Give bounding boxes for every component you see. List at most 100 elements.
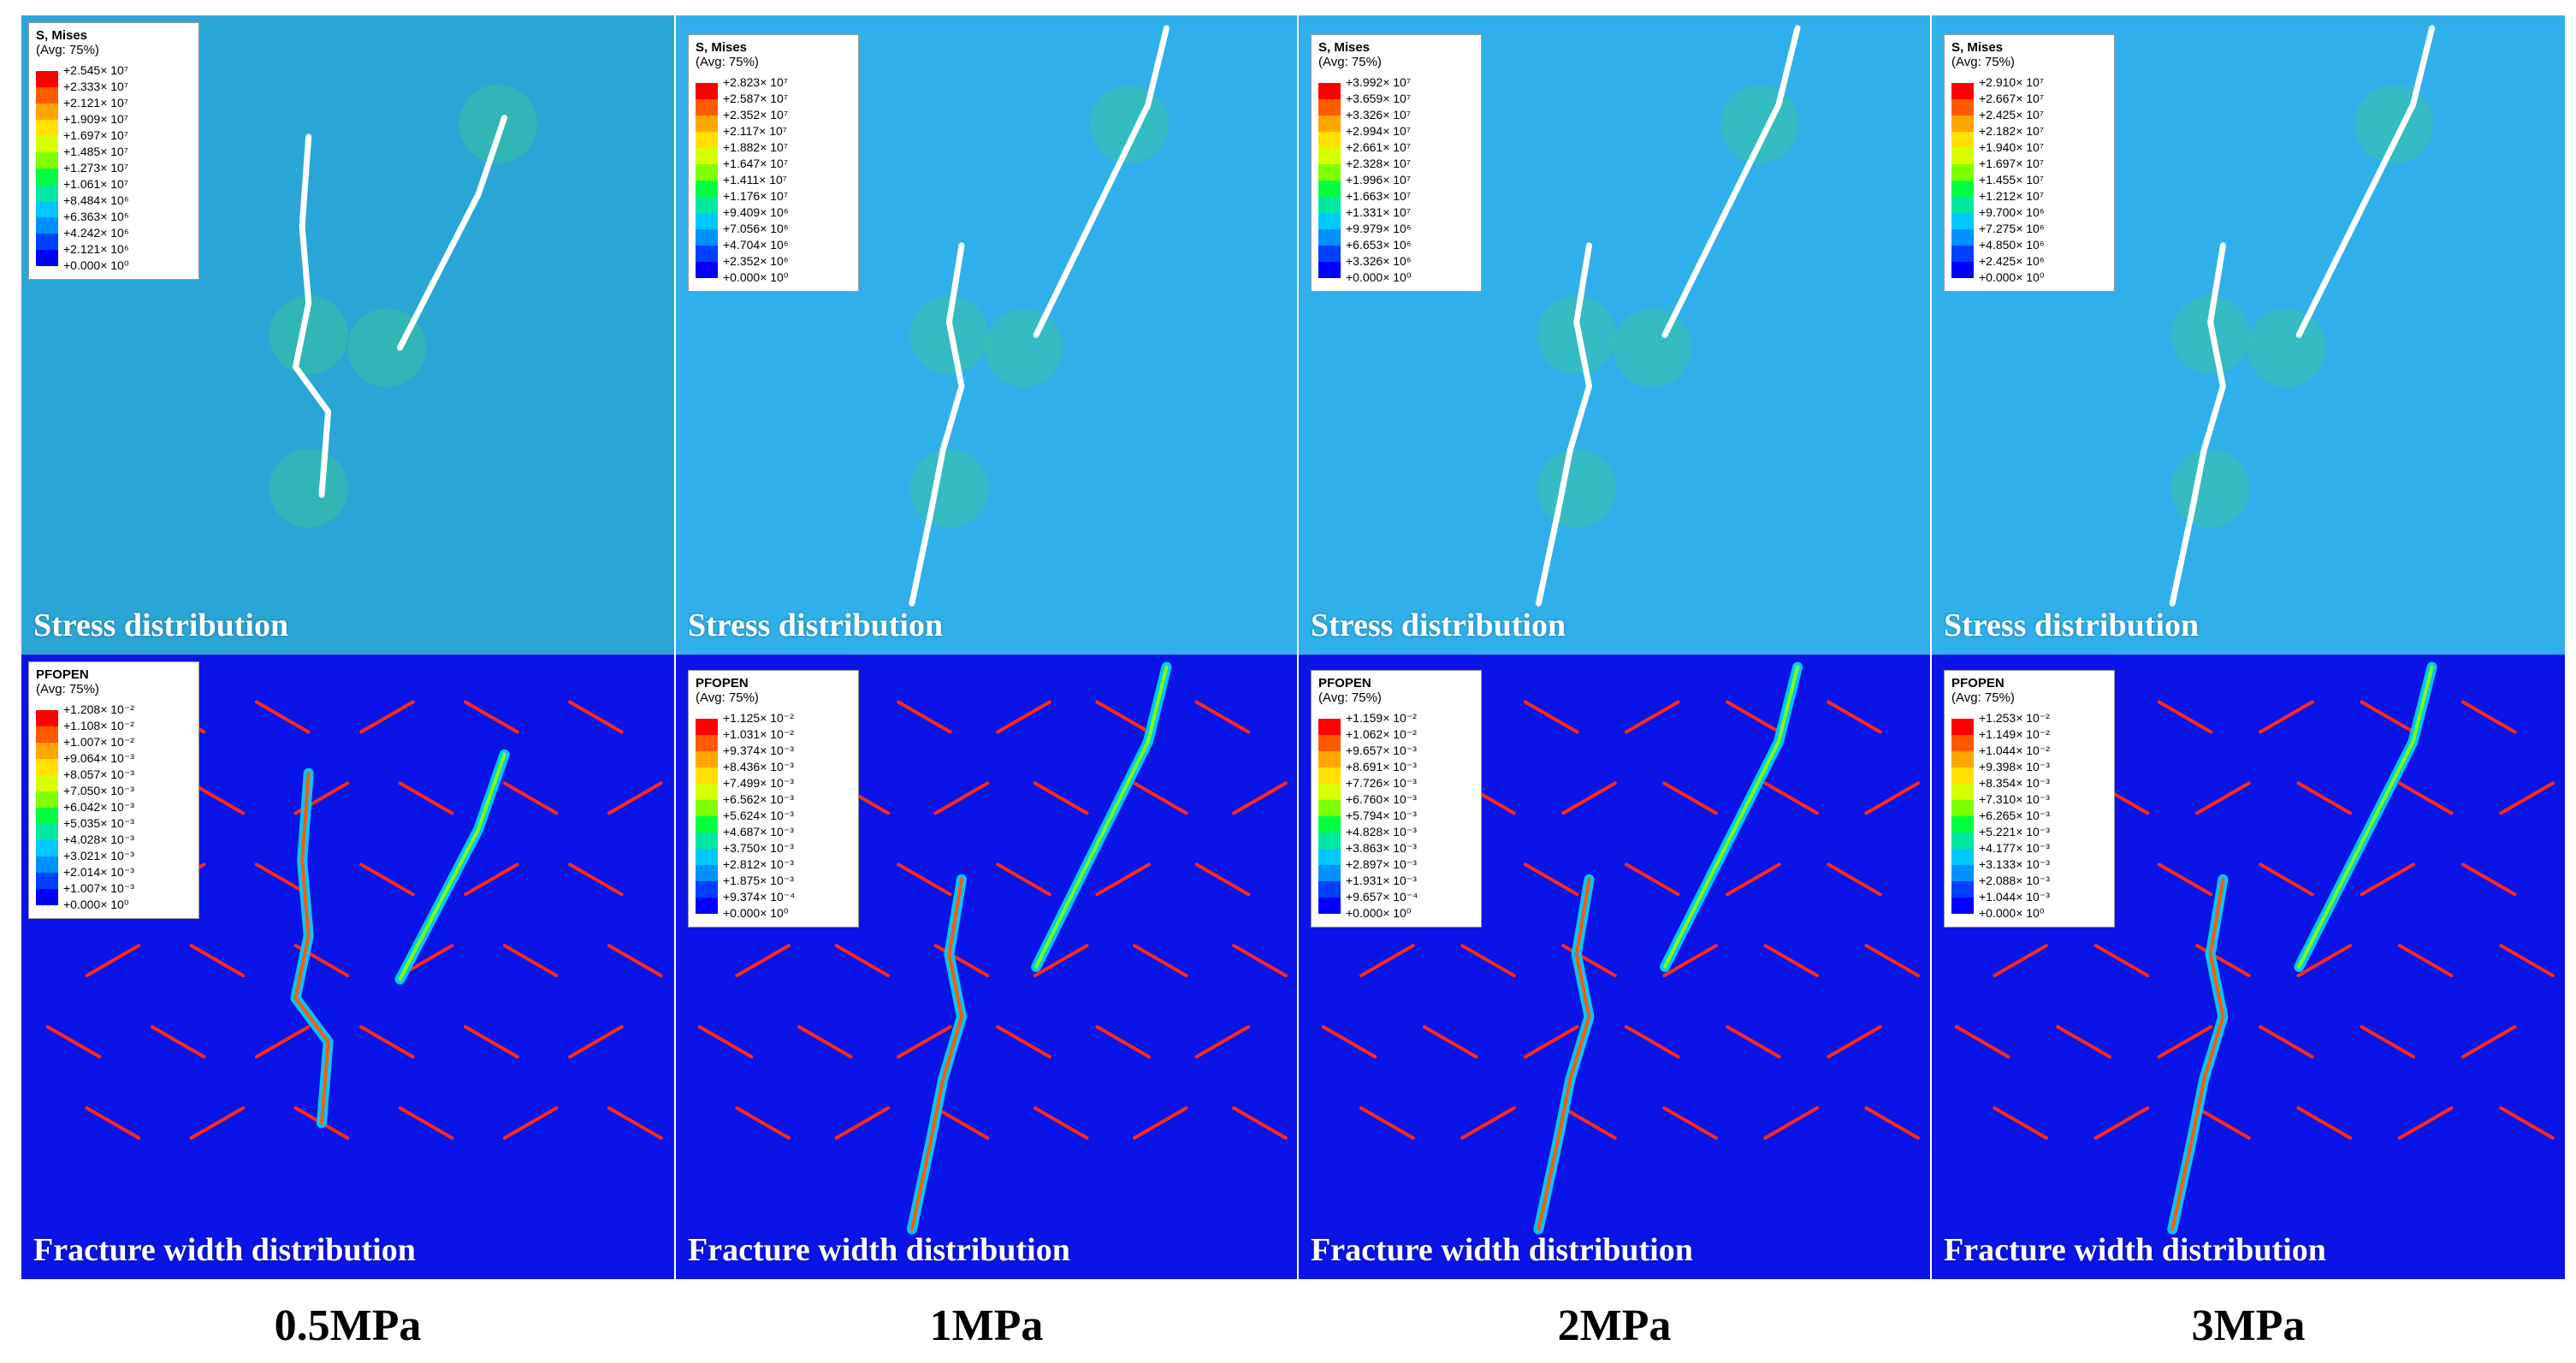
legend-swatch	[1951, 880, 1974, 898]
legend-value: +4.028× 10⁻³	[63, 833, 134, 846]
natural-fracture-28	[358, 1025, 415, 1059]
fracture-width-core-2	[1034, 665, 1169, 969]
legend-value: +2.425× 10⁷	[1979, 108, 2044, 121]
legend-value: +1.331× 10⁷	[1346, 205, 1411, 219]
width-panel-3: PFOPEN (Avg: 75%) +1.159× 10⁻² +1.062× 10⁻²…	[1299, 655, 1930, 1279]
legend-swatch	[696, 147, 718, 164]
natural-fracture-3	[1523, 700, 1579, 734]
legend-value: +4.687× 10⁻³	[723, 825, 794, 839]
natural-fracture-19	[1359, 944, 1415, 978]
natural-fracture-19	[735, 944, 791, 978]
legend-value: +0.000× 10⁰	[63, 898, 129, 911]
legend-swatch	[1951, 783, 1974, 800]
natural-fracture-29	[464, 1025, 519, 1059]
legend-value: +7.499× 10⁻³	[723, 776, 794, 790]
legend-value: +4.242× 10⁶	[63, 226, 129, 240]
legend-value: +8.691× 10⁻³	[1346, 760, 1417, 773]
natural-fracture-27	[2157, 1025, 2213, 1059]
legend-value: +9.398× 10⁻³	[1979, 760, 2050, 773]
legend-subtitle: (Avg: 75%)	[1318, 690, 1382, 705]
width-caption: Fracture width distribution	[33, 1232, 416, 1268]
stress-concentration-1	[1537, 448, 1616, 528]
natural-fracture-31	[1359, 1106, 1415, 1140]
legend-value: +7.726× 10⁻³	[1346, 776, 1417, 790]
natural-fracture-31	[735, 1106, 791, 1140]
natural-fracture-12	[607, 781, 663, 815]
natural-fracture-26	[2056, 1025, 2111, 1059]
legend-swatch	[1318, 98, 1341, 116]
legend-swatch	[696, 98, 718, 116]
natural-fracture-16	[2259, 862, 2314, 897]
legend-value: +1.931× 10⁻³	[1346, 874, 1417, 887]
legend-value: +1.007× 10⁻²	[63, 735, 134, 749]
natural-fracture-21	[1561, 944, 1617, 978]
natural-fracture-10	[1662, 781, 1718, 815]
legend-value: +0.000× 10⁰	[1346, 270, 1412, 284]
legend-swatch	[36, 70, 58, 87]
stress-legend: S, Mises (Avg: 75%) +2.545× 10⁷ +2.333× 10⁷…	[28, 22, 199, 280]
stress-panel-4: S, Mises (Avg: 75%) +2.910× 10⁷ +2.667× 10⁷…	[1932, 15, 2565, 655]
legend-value: +1.455× 10⁷	[1979, 173, 2044, 187]
natural-fracture-20	[834, 944, 891, 978]
legend-value: +3.992× 10⁷	[1346, 75, 1411, 89]
legend-value: +9.409× 10⁶	[723, 205, 789, 219]
legend-value: +5.035× 10⁻³	[63, 816, 134, 830]
stress-concentration-3	[2247, 308, 2326, 388]
legend-swatch	[36, 823, 58, 840]
legend-value: +9.979× 10⁶	[1346, 222, 1412, 235]
legend-value: +1.909× 10⁷	[63, 112, 128, 126]
natural-fracture-24	[1232, 944, 1288, 978]
natural-fracture-36	[2499, 1106, 2555, 1140]
natural-fracture-23	[1763, 944, 1819, 978]
legend-value: +9.657× 10⁻³	[1346, 744, 1417, 757]
legend-value: +7.056× 10⁶	[723, 222, 789, 235]
legend-subtitle: (Avg: 75%)	[1951, 690, 2015, 705]
legend-value: +2.910× 10⁷	[1979, 75, 2044, 89]
natural-fracture-19	[1993, 944, 2048, 978]
natural-fracture-35	[2397, 1106, 2454, 1140]
fracture-width-core-1	[293, 771, 330, 1125]
legend-swatch	[696, 228, 718, 246]
legend-swatch	[696, 799, 718, 816]
legend-swatch	[1951, 750, 1974, 767]
stress-legend: S, Mises (Avg: 75%) +3.992× 10⁷ +3.659× 10⁷…	[1311, 34, 1482, 292]
natural-fracture-17	[2360, 862, 2416, 897]
pressure-label: 1MPa	[929, 1301, 1044, 1350]
natural-fracture-10	[1033, 781, 1089, 815]
natural-fracture-33	[2195, 1106, 2251, 1140]
legend-swatch	[1951, 245, 1974, 262]
natural-fracture-20	[2093, 944, 2150, 978]
legend-title: S, Mises	[1951, 40, 2004, 55]
legend-swatch	[696, 196, 718, 213]
legend-value: +4.177× 10⁻³	[1979, 841, 2050, 855]
legend-value: +9.374× 10⁻³	[723, 744, 794, 757]
stress-concentration-3	[347, 308, 427, 388]
legend-subtitle: (Avg: 75%)	[36, 43, 99, 57]
legend-title: PFOPEN	[36, 667, 89, 682]
legend-color-bar	[1318, 82, 1341, 278]
stress-concentration-1	[2170, 448, 2250, 528]
legend-value: +1.663× 10⁷	[1346, 189, 1411, 203]
natural-fracture-17	[464, 862, 519, 897]
natural-fracture-25	[1954, 1025, 2010, 1059]
legend-swatch	[1951, 228, 1974, 246]
natural-fracture-36	[607, 1106, 663, 1140]
legend-swatch	[1318, 897, 1341, 914]
natural-fracture-26	[1422, 1025, 1478, 1059]
natural-fracture-12	[1232, 781, 1288, 815]
natural-fracture-12	[2499, 781, 2555, 815]
legend-value: +1.253× 10⁻²	[1979, 711, 2050, 725]
legend-value: +8.057× 10⁻³	[63, 767, 134, 781]
legend-value: +2.823× 10⁷	[723, 75, 788, 89]
natural-fracture-25	[45, 1025, 102, 1059]
legend-swatch	[696, 832, 718, 849]
natural-fracture-29	[1726, 1025, 1781, 1059]
natural-fracture-9	[1561, 781, 1617, 815]
legend-value: +3.326× 10⁷	[1346, 108, 1411, 121]
legend-swatch	[1318, 180, 1341, 197]
pressure-label: 0.5MPa	[274, 1301, 422, 1350]
legend-value: +1.125× 10⁻²	[723, 711, 794, 725]
legend-value: +2.667× 10⁷	[1979, 92, 2044, 105]
legend-value: +0.000× 10⁰	[1346, 906, 1412, 920]
hydraulic-fracture-1	[2169, 242, 2226, 607]
